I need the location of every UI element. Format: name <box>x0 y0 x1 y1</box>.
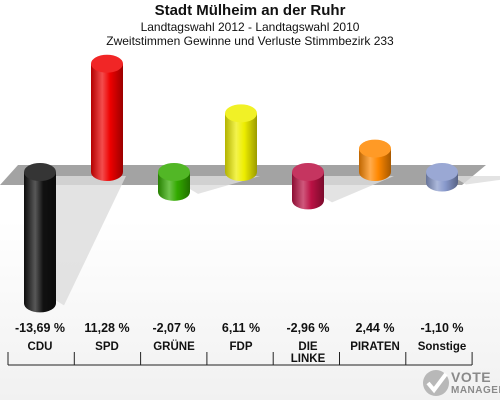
category-label: DIE <box>298 341 318 353</box>
value-label: 6,11 % <box>222 321 260 335</box>
value-label: 2,44 % <box>356 321 395 335</box>
bar-cap <box>24 163 56 181</box>
bar-die-linke <box>292 163 394 210</box>
bar-sonstige <box>426 163 500 192</box>
category-label: Sonstige <box>418 341 467 353</box>
value-label: -2,96 % <box>286 321 329 335</box>
category-label: GRÜNE <box>153 340 195 353</box>
bar-cap <box>158 163 190 181</box>
bar-body <box>292 172 324 210</box>
bar-cap <box>91 54 123 73</box>
category-label: FDP <box>230 341 253 353</box>
logo-text-manager: MANAGER <box>451 385 500 396</box>
value-label: 11,28 % <box>84 321 129 335</box>
bar-shadow <box>54 176 126 306</box>
chart-subtitle-1: Landtagswahl 2012 - Landtagswahl 2010 <box>140 20 360 34</box>
bar-cdu <box>24 163 126 313</box>
bar-cap <box>359 139 391 158</box>
category-label: CDU <box>28 341 53 353</box>
bar-shadow <box>322 176 394 203</box>
bar-fdp <box>225 104 257 181</box>
checkmark-icon <box>423 370 449 396</box>
category-label: SPD <box>95 341 119 353</box>
bar-cap <box>225 104 257 123</box>
logo-text-vote: VOTE <box>451 369 492 385</box>
bar-cap <box>292 163 324 181</box>
bar-piraten <box>359 139 391 181</box>
category-label: PIRATEN <box>350 341 400 353</box>
category-label: LINKE <box>291 353 326 365</box>
value-label: -13,69 % <box>15 321 65 335</box>
chart-subtitle-2: Zweitstimmen Gewinne und Verluste Stimmb… <box>106 34 394 48</box>
bar-shadow <box>456 176 500 185</box>
vote-manager-logo: VOTE MANAGER <box>422 365 500 400</box>
bar-body <box>225 113 257 181</box>
bar-body <box>91 63 123 181</box>
value-label: -2,07 % <box>152 321 195 335</box>
value-label: -1,10 % <box>420 321 463 335</box>
chart-title: Stadt Mülheim an der Ruhr <box>154 2 346 19</box>
bar-body <box>24 172 56 313</box>
bar-spd <box>91 54 123 181</box>
bar-body <box>359 148 391 181</box>
bar-cap <box>426 163 458 181</box>
chart-header: Stadt Mülheim an der Ruhr Landtagswahl 2… <box>0 2 500 48</box>
